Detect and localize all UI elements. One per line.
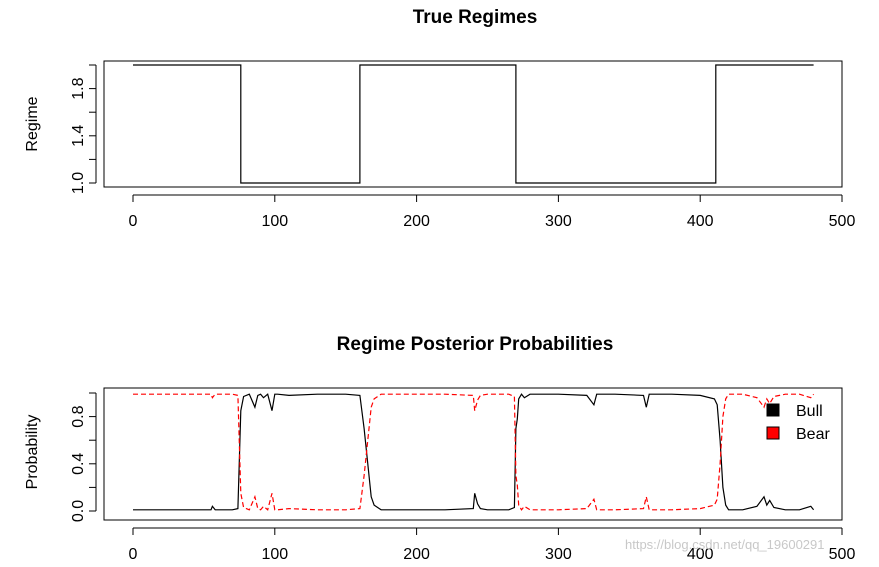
x-tick-label: 200	[403, 546, 430, 563]
legend-label-bear: Bear	[796, 426, 830, 443]
x-tick-label: 200	[403, 213, 430, 230]
x-tick-label: 0	[129, 213, 138, 230]
x-tick-label: 0	[129, 546, 138, 563]
y-tick-label: 0.4	[70, 453, 87, 475]
panel-posterior-probabilities: Regime Posterior Probabilities Probabili…	[24, 334, 855, 563]
axes: 0 100 200 300 400 500 0.0 0.4 0.8	[70, 392, 856, 563]
legend-swatch-bull	[766, 403, 780, 417]
legend-swatch-bear	[766, 426, 780, 440]
y-tick-label: 1.4	[70, 125, 87, 147]
x-tick-label: 400	[687, 546, 714, 563]
y-tick-label: 0.8	[70, 405, 87, 427]
y-tick-label: 0.0	[70, 500, 87, 522]
y-axis-label: Regime	[24, 96, 41, 151]
legend: Bull Bear	[766, 403, 830, 443]
y-axis-label: Probability	[24, 415, 41, 490]
x-tick-label: 300	[545, 546, 572, 563]
x-tick-label: 100	[261, 546, 288, 563]
watermark: https://blog.csdn.net/qq_19600291	[625, 537, 825, 552]
x-tick-label: 400	[687, 213, 714, 230]
x-tick-label: 500	[829, 546, 856, 563]
y-tick-label: 1.8	[70, 77, 87, 99]
chart-title: True Regimes	[413, 7, 538, 28]
x-tick-label: 300	[545, 213, 572, 230]
x-tick-label: 500	[829, 213, 856, 230]
plot-frame	[103, 60, 843, 188]
series-line-bear	[133, 393, 815, 511]
y-tick-label: 1.0	[70, 172, 87, 194]
plot-frame	[103, 387, 843, 521]
legend-label-bull: Bull	[796, 403, 823, 420]
series-line-bull	[133, 393, 815, 511]
series-layer	[133, 393, 815, 511]
panel-true-regimes: True Regimes Regime 0 100 200 300 400 500 1.0 1…	[24, 7, 855, 230]
x-tick-label: 100	[261, 213, 288, 230]
axes: 0 100 200 300 400 500 1.0 1.4 1.8	[70, 64, 856, 230]
series-line-regime-0	[133, 64, 814, 184]
chart-title: Regime Posterior Probabilities	[337, 334, 614, 355]
series-layer	[133, 64, 814, 184]
